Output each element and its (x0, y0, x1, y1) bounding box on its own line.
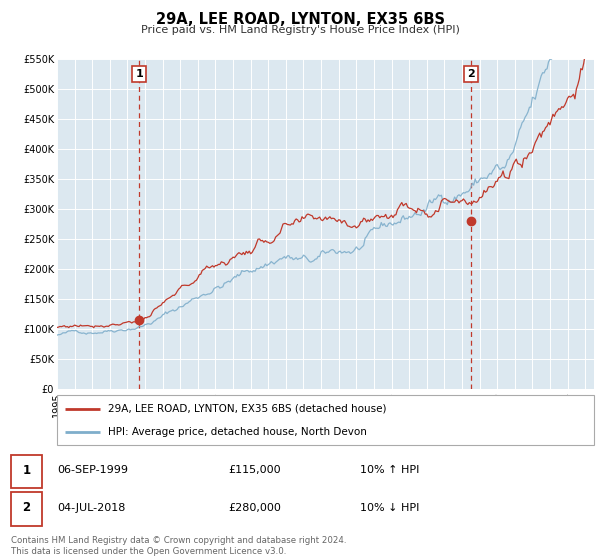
Text: Contains HM Land Registry data © Crown copyright and database right 2024.
This d: Contains HM Land Registry data © Crown c… (11, 536, 346, 556)
Text: Price paid vs. HM Land Registry's House Price Index (HPI): Price paid vs. HM Land Registry's House … (140, 25, 460, 35)
Text: 2: 2 (22, 501, 31, 514)
Text: 2: 2 (467, 69, 475, 78)
FancyBboxPatch shape (57, 395, 594, 445)
Text: 1: 1 (22, 464, 31, 477)
Text: £280,000: £280,000 (228, 503, 281, 513)
Text: £115,000: £115,000 (228, 465, 281, 475)
Text: 1: 1 (136, 69, 143, 78)
Text: 29A, LEE ROAD, LYNTON, EX35 6BS (detached house): 29A, LEE ROAD, LYNTON, EX35 6BS (detache… (108, 404, 386, 414)
FancyBboxPatch shape (11, 455, 42, 488)
Text: HPI: Average price, detached house, North Devon: HPI: Average price, detached house, Nort… (108, 427, 367, 437)
Text: 04-JUL-2018: 04-JUL-2018 (57, 503, 125, 513)
Text: 06-SEP-1999: 06-SEP-1999 (57, 465, 128, 475)
Text: 10% ↑ HPI: 10% ↑ HPI (360, 465, 419, 475)
Text: 29A, LEE ROAD, LYNTON, EX35 6BS: 29A, LEE ROAD, LYNTON, EX35 6BS (155, 12, 445, 27)
FancyBboxPatch shape (11, 492, 42, 526)
Text: 10% ↓ HPI: 10% ↓ HPI (360, 503, 419, 513)
